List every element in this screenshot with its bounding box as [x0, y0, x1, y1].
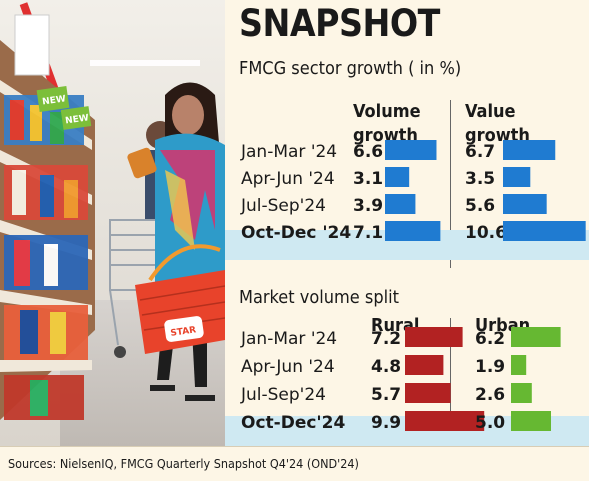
bar	[511, 411, 551, 431]
category-label: Jan-Mar '24	[240, 329, 337, 349]
category-label: Jul-Sep'24	[240, 196, 326, 216]
bar	[405, 327, 463, 347]
data-label: 5.0	[475, 413, 505, 433]
category-label: Oct-Dec'24	[241, 413, 345, 433]
data-label: 7.1	[353, 223, 383, 243]
data-label: 7.2	[371, 329, 401, 349]
growth-charts: Jan-Mar '24 6.6 6.7 Apr-Jun '24 3.1 3.5 Jul-Se…	[240, 140, 586, 433]
data-label: 5.7	[371, 385, 401, 405]
column-header-value-line1: Value	[465, 101, 516, 122]
category-label: Jan-Mar '24	[240, 142, 337, 162]
data-label: 6.7	[465, 142, 495, 162]
page-title: SNAPSHOT	[239, 2, 440, 45]
bar	[405, 383, 451, 403]
basket-label: STAR	[170, 325, 197, 339]
bar	[511, 355, 527, 375]
bar	[511, 327, 561, 347]
data-label: 3.1	[353, 169, 383, 189]
store-photo-illustration: NEW NEW STA	[0, 0, 225, 446]
shelf-sign-new: NEW	[42, 94, 67, 107]
bar	[503, 167, 531, 187]
column-divider-2	[450, 318, 451, 444]
chart1-subtitle: FMCG sector growth ( in %)	[239, 58, 462, 79]
category-label: Apr-Jun '24	[241, 357, 335, 377]
bar	[405, 411, 485, 431]
data-label: 2.6	[475, 385, 505, 405]
column-divider-1	[450, 100, 451, 268]
bar	[405, 355, 444, 375]
data-label: 9.9	[371, 413, 401, 433]
bar	[385, 167, 410, 187]
store-photo: NEW NEW STA	[0, 0, 225, 446]
bar	[385, 221, 441, 241]
bar	[503, 221, 586, 241]
bar	[385, 140, 437, 160]
sources-footnote: Sources: NielsenIQ, FMCG Quarterly Snaps…	[0, 446, 589, 480]
data-label: 3.9	[353, 196, 383, 216]
bar	[503, 194, 547, 214]
column-header-volume-line1: Volume	[353, 101, 421, 122]
category-label: Apr-Jun '24	[241, 169, 335, 189]
data-label: 3.5	[465, 169, 495, 189]
data-label: 10.6	[465, 223, 507, 243]
data-label: 1.9	[475, 357, 505, 377]
data-label: 5.6	[465, 196, 495, 216]
bar	[385, 194, 416, 214]
data-label: 6.6	[353, 142, 383, 162]
chart2-title: Market volume split	[239, 287, 399, 308]
category-label: Oct-Dec '24	[241, 223, 351, 243]
category-label: Jul-Sep'24	[240, 385, 326, 405]
bar	[503, 140, 556, 160]
bar	[511, 383, 532, 403]
data-label: 4.8	[371, 357, 401, 377]
data-label: 6.2	[475, 329, 505, 349]
shelf-sign-new-2: NEW	[65, 113, 90, 126]
